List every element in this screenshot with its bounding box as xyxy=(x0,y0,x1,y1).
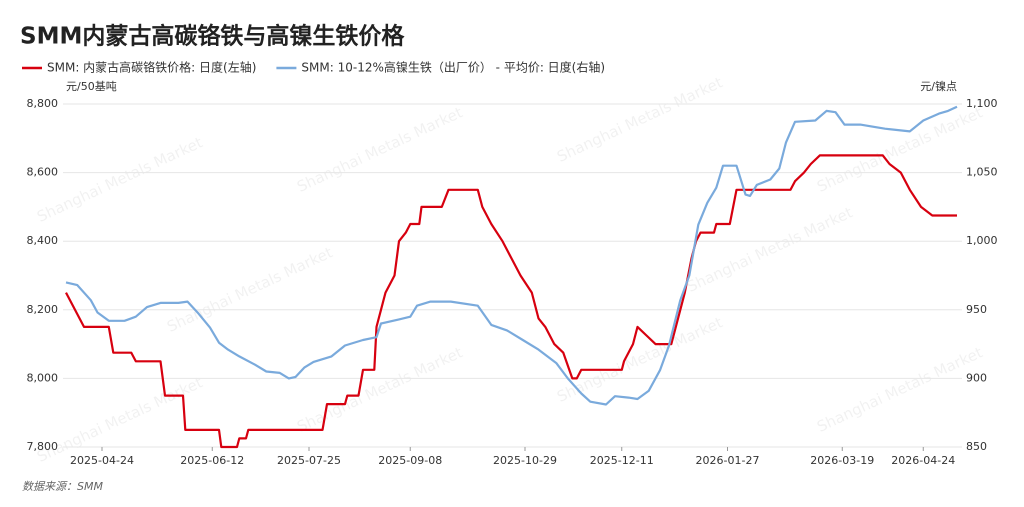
x-tick-label: 2026-01-27 xyxy=(696,454,760,467)
watermark: Shanghai Metals Market xyxy=(294,103,465,196)
x-tick-label: 2025-07-25 xyxy=(277,454,341,467)
y-tick-label: 7,800 xyxy=(27,440,59,453)
watermark: Shanghai Metals Market xyxy=(34,133,205,226)
y2-tick-label: 1,100 xyxy=(966,97,998,110)
y2-tick-label: 1,050 xyxy=(966,166,998,179)
x-tick-label: 2025-06-12 xyxy=(180,454,244,467)
y-tick-label: 8,600 xyxy=(27,166,59,179)
x-tick-label: 2025-10-29 xyxy=(493,454,557,467)
x-tick-label: 2025-04-24 xyxy=(70,454,134,467)
y2-tick-label: 900 xyxy=(966,371,987,384)
legend-label: SMM: 内蒙古高碳铬铁价格: 日度(左轴) xyxy=(47,60,256,75)
watermarks: Shanghai Metals Market Shanghai Metals Ma… xyxy=(34,73,985,466)
x-tick-label: 2025-09-08 xyxy=(378,454,442,467)
y2-axis-label: 元/镍点 xyxy=(920,79,957,93)
y-axis-label: 元/50基吨 xyxy=(66,80,117,93)
y-tick-label: 8,800 xyxy=(27,97,59,110)
y-tick-label: 8,000 xyxy=(27,371,59,384)
source: 数据来源：SMM xyxy=(22,480,103,493)
x-tick-label: 2026-03-19 xyxy=(810,454,874,467)
watermark: Shanghai Metals Market xyxy=(294,343,465,436)
watermark: Shanghai Metals Market xyxy=(554,73,725,166)
chart-title: SMM内蒙古高碳铬铁与高镍生铁价格 xyxy=(20,23,405,50)
watermark: Shanghai Metals Market xyxy=(164,243,335,336)
y2-tick-label: 1,000 xyxy=(966,234,998,247)
y2-tick-label: 850 xyxy=(966,440,987,453)
x-tick-label: 2026-04-24 xyxy=(891,454,955,467)
series-line xyxy=(65,105,958,406)
legend-label: SMM: 10-12%高镍生铁（出厂价） - 平均价: 日度(右轴) xyxy=(301,60,605,75)
y-tick-label: 8,400 xyxy=(27,234,59,247)
series-line xyxy=(65,154,957,449)
watermark: Shanghai Metals Market xyxy=(814,343,985,436)
x-tick-label: 2025-12-11 xyxy=(590,454,654,467)
y2-tick-label: 950 xyxy=(966,303,987,316)
y-tick-label: 8,200 xyxy=(27,303,59,316)
watermark: Shanghai Metals Market xyxy=(684,203,855,296)
watermark: Shanghai Metals Market xyxy=(34,373,205,466)
